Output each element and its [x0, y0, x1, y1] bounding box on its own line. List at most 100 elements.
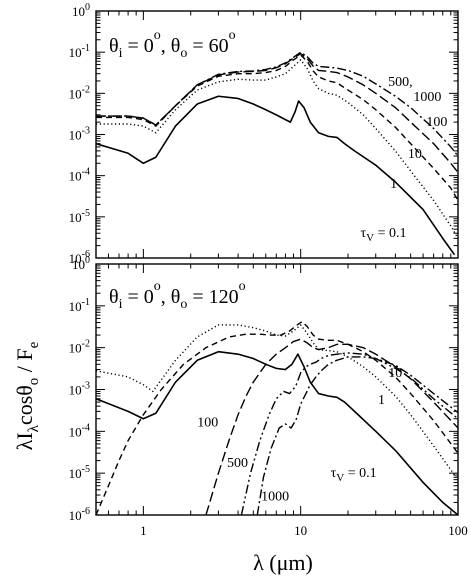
curve-label: 10	[388, 366, 402, 381]
y-tick-label-base: 10	[69, 169, 82, 184]
y-tick-label-exp: 0	[85, 255, 90, 266]
y-tick-label: 10-2	[69, 339, 90, 356]
y-tick-label: 10-5	[69, 208, 90, 225]
panel-title-part: = 120	[187, 286, 238, 308]
panel-title: θi = 0o, θo = 60o	[109, 28, 236, 61]
y-tick-label-base: 10	[69, 341, 82, 356]
y-axis-label-part: λ	[26, 424, 42, 432]
curve-label-sub: V	[336, 472, 344, 484]
y-tick-label: 10-1	[69, 297, 90, 314]
y-tick-label-exp: 0	[85, 2, 90, 13]
panel-title: θi = 0o, θo = 120o	[109, 279, 246, 312]
y-tick-label-base: 10	[69, 210, 82, 225]
panel-title-part: θ	[171, 35, 181, 57]
panel-title-part: o	[180, 46, 187, 61]
series-group	[96, 51, 458, 256]
panel-title-part: = 0	[122, 35, 153, 57]
y-tick-label: 10-5	[69, 464, 90, 481]
curve-label-tau: τ	[331, 466, 337, 481]
y-tick-label: 10-3	[69, 126, 90, 143]
y-tick-label-base: 10	[69, 383, 82, 398]
y-tick-label-base: 10	[69, 424, 82, 439]
curve-label: 10	[408, 147, 422, 162]
y-axis-label-text: λIλcosθo / Fe	[12, 341, 42, 450]
x-tick-label: 100	[448, 523, 468, 538]
curve-label-rest: = 0.1	[374, 226, 406, 241]
y-axis-label-part: cosθ	[12, 385, 37, 425]
curve-label: 1	[390, 177, 397, 192]
y-tick-label: 10-4	[69, 167, 90, 184]
y-tick-label-exp: -4	[82, 422, 90, 433]
curve-label: 500	[227, 456, 248, 471]
x-ticks	[95, 264, 459, 515]
y-tick-label-base: 10	[72, 257, 85, 272]
y-tick-label-exp: -1	[82, 43, 90, 54]
y-tick-label-base: 10	[72, 4, 85, 19]
curve-label: 100	[197, 416, 218, 431]
y-tick-label: 100	[72, 255, 90, 272]
panel-title-part: o	[180, 297, 187, 312]
y-tick-label-exp: -1	[82, 297, 90, 308]
y-tick-label-exp: -6	[82, 249, 90, 260]
series-group	[96, 320, 458, 515]
y-tick-label: 10-6	[69, 249, 90, 266]
curve-label: 500,	[388, 75, 413, 90]
series-line-10	[96, 320, 458, 515]
panel-title-part: = 0	[122, 286, 153, 308]
y-tick-label: 10-1	[69, 43, 90, 60]
curve-label-rest: = 0.1	[344, 466, 376, 481]
series-line-1000	[256, 356, 458, 515]
x-tick-label: 10	[294, 523, 307, 538]
curve-label: 100	[426, 115, 447, 130]
y-axis-label-part: λI	[12, 432, 37, 450]
x-axis-label: λ (μm)	[253, 550, 313, 575]
y-ticks	[96, 10, 458, 259]
series-line-500	[240, 352, 458, 515]
x-ticks	[95, 11, 459, 258]
y-tick-label-exp: -3	[82, 381, 90, 392]
y-axis-label: λIλcosθo / Fe	[12, 341, 42, 450]
series-line-100	[96, 52, 458, 173]
y-tick-label-exp: -2	[82, 84, 90, 95]
y-tick-label-exp: -3	[82, 126, 90, 137]
curve-label: 1	[378, 393, 385, 408]
series-line-100	[205, 338, 458, 515]
panel-title-part: θ	[109, 35, 119, 57]
y-tick-label: 10-6	[69, 506, 90, 523]
curve-label: τV = 0.1	[331, 466, 377, 484]
y-tick-label-base: 10	[69, 251, 82, 266]
y-tick-label-exp: -5	[82, 208, 90, 219]
panel-title-part: o	[239, 279, 246, 294]
y-tick-label: 100	[72, 2, 90, 19]
y-tick-label-base: 10	[69, 45, 82, 60]
series-line--v-0-1	[96, 350, 458, 515]
series-line--v-0-1	[96, 95, 456, 256]
x-tick-label: 1	[140, 523, 147, 538]
curve-label-tau: τ	[360, 226, 366, 241]
y-tick-label-base: 10	[69, 128, 82, 143]
y-tick-label-exp: -5	[82, 464, 90, 475]
y-tick-label-base: 10	[69, 86, 82, 101]
y-axis-label-part: o	[26, 378, 42, 386]
panel-title-part: i	[119, 297, 123, 312]
series-line-10	[96, 54, 458, 201]
y-tick-label-exp: -6	[82, 506, 90, 517]
y-tick-label: 10-3	[69, 381, 90, 398]
y-ticks	[96, 263, 458, 516]
series-line-1	[96, 324, 458, 481]
panel-title-part: θ	[171, 286, 181, 308]
y-tick-label: 10-4	[69, 422, 90, 439]
y-tick-label-exp: -4	[82, 167, 90, 178]
y-tick-label: 10-2	[69, 84, 90, 101]
y-tick-label-exp: -2	[82, 339, 90, 350]
panel-title-part: i	[119, 46, 123, 61]
panel-title-part: o	[154, 28, 161, 43]
y-axis-label-part: e	[26, 341, 42, 348]
curve-label: 1000	[261, 490, 289, 505]
panel-title-part: o	[154, 279, 161, 294]
curve-label-sub: V	[366, 232, 374, 244]
series-line-500-1000	[96, 51, 458, 157]
